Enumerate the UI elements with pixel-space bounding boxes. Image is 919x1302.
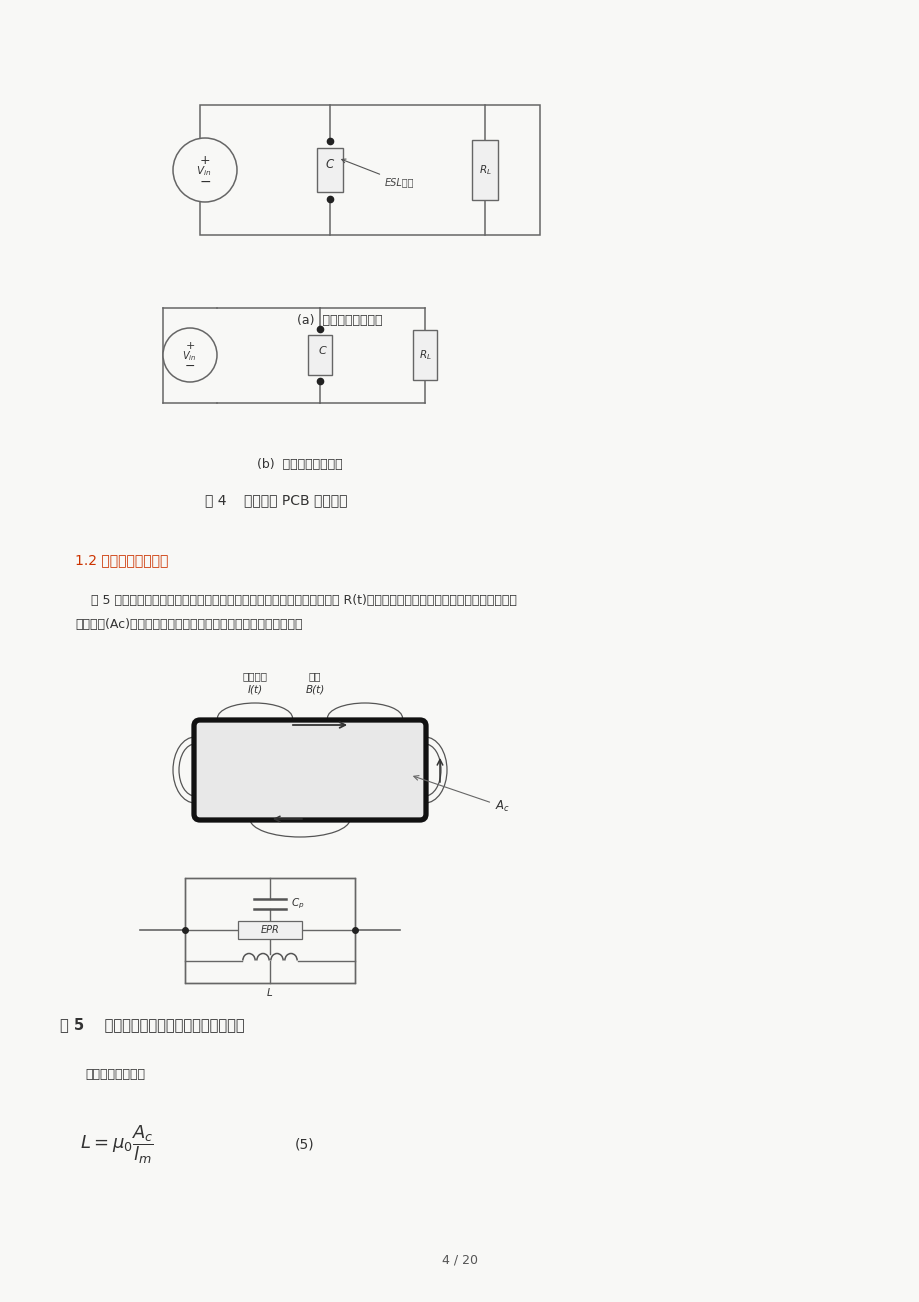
Bar [471,141,497,201]
Text: +: + [185,341,195,352]
Text: EPR: EPR [260,924,279,935]
Text: $R_L$: $R_L$ [478,163,491,177]
Text: 电感的基本公式是: 电感的基本公式是 [85,1069,145,1082]
Text: 环路面积(Ac)很大，就会在此环路的内外部产生很大的电磁干扰。: 环路面积(Ac)很大，就会在此环路的内外部产生很大的电磁干扰。 [75,618,302,631]
Bar [308,335,332,375]
Text: (b)  效果好的走线方式: (b) 效果好的走线方式 [257,458,343,471]
Text: 磁场: 磁场 [309,671,321,681]
Text: $L = \mu_0\dfrac{A_c}{l_m}$: $L = \mu_0\dfrac{A_c}{l_m}$ [80,1124,153,1167]
Text: $V_{in}$: $V_{in}$ [196,164,211,178]
Text: L: L [267,987,273,997]
Text: 图 5 中的电流环路类似于一匹线圈的电感。高频交流电流所产生的电磁场 R(t)将环绕在此环路的外部和内部。如果高频电流: 图 5 中的电流环路类似于一匹线圈的电感。高频交流电流所产生的电磁场 R(t)将… [75,594,516,607]
Text: $A_c$: $A_c$ [414,776,509,814]
Bar [317,148,343,191]
Text: C: C [325,159,334,172]
Text: $R_L$: $R_L$ [418,348,431,362]
FancyBboxPatch shape [194,720,425,820]
Circle shape [173,138,237,202]
Bar [238,921,301,939]
Text: B(t): B(t) [305,685,324,695]
Text: (5): (5) [295,1138,314,1152]
Bar [199,105,539,234]
Text: −: − [185,359,195,372]
Text: 1.2 电感高频滤波特性: 1.2 电感高频滤波特性 [75,553,168,566]
Text: +: + [199,154,210,167]
Text: −: − [199,174,210,189]
Bar [185,878,355,983]
Text: (a)  效果差的走线方式: (a) 效果差的走线方式 [297,314,382,327]
Text: C: C [318,346,325,355]
Circle shape [163,328,217,381]
Text: $C_p$: $C_p$ [290,897,304,911]
Text: $V_{in}$: $V_{in}$ [182,349,196,363]
Bar [413,329,437,380]
Text: 4 / 20: 4 / 20 [441,1254,478,1267]
Text: I(t): I(t) [247,685,262,695]
Text: 交流电流: 交流电流 [243,671,267,681]
Text: 图 5    电感结构和寄生等效并联电容和电阻: 图 5 电感结构和寄生等效并联电容和电阻 [60,1017,244,1032]
Text: 图 4    滤波电路 PCB 走线方式: 图 4 滤波电路 PCB 走线方式 [205,493,347,506]
Text: ESL增大: ESL增大 [341,159,414,187]
